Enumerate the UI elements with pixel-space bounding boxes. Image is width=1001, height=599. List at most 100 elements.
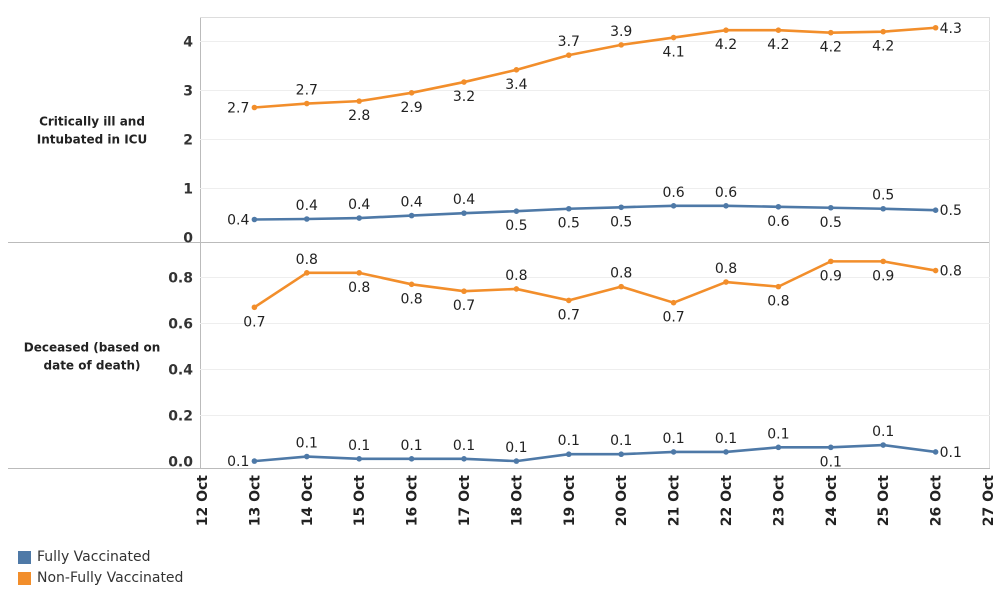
data-label-non-fully-vaccinated: 0.8 xyxy=(715,261,737,277)
data-label-non-fully-vaccinated: 0.8 xyxy=(400,291,422,307)
data-label-fully-vaccinated: 0.1 xyxy=(610,433,632,449)
data-label-fully-vaccinated: 0.5 xyxy=(558,216,580,232)
data-label-fully-vaccinated: 0.5 xyxy=(820,215,842,231)
data-point-fully-vaccinated xyxy=(618,204,624,211)
series-line-fully-vaccinated xyxy=(253,443,937,463)
series-line-non-fully-vaccinated xyxy=(253,260,937,309)
x-tick-label: 22 Oct xyxy=(719,475,735,527)
legend-swatch-fully-vaccinated xyxy=(18,550,31,564)
data-point-fully-vaccinated xyxy=(932,449,939,455)
x-tick-label: 20 Oct xyxy=(614,475,630,527)
data-point-non-fully-vaccinated xyxy=(304,270,310,276)
data-label-fully-vaccinated: 0.1 xyxy=(820,454,842,470)
data-label-fully-vaccinated: 0.5 xyxy=(505,218,527,234)
data-label-non-fully-vaccinated: 0.9 xyxy=(872,268,894,284)
data-label-non-fully-vaccinated: 0.8 xyxy=(296,252,318,268)
data-label-non-fully-vaccinated: 4.2 xyxy=(767,37,789,53)
data-label-fully-vaccinated: 0.1 xyxy=(715,431,737,447)
data-label-non-fully-vaccinated: 4.2 xyxy=(715,37,737,53)
data-label-fully-vaccinated: 0.4 xyxy=(400,195,422,211)
x-tick-label: 15 Oct xyxy=(352,475,368,527)
y-tick-label: 0 xyxy=(183,231,193,247)
data-label-non-fully-vaccinated: 0.9 xyxy=(820,268,842,284)
data-point-fully-vaccinated xyxy=(461,456,467,462)
x-tick-label: 26 Oct xyxy=(929,475,945,527)
data-point-non-fully-vaccinated xyxy=(461,79,467,85)
data-point-non-fully-vaccinated xyxy=(723,27,729,34)
data-point-non-fully-vaccinated xyxy=(356,98,363,104)
data-point-fully-vaccinated xyxy=(251,216,258,223)
data-label-fully-vaccinated: 0.4 xyxy=(296,198,318,214)
x-tick-label: 13 Oct xyxy=(247,475,263,527)
series-line-fully-vaccinated xyxy=(253,204,937,221)
data-label-fully-vaccinated: 0.4 xyxy=(453,192,475,208)
legend-item-non-fully-vaccinated: Non-Fully Vaccinated xyxy=(18,570,183,586)
x-tick-label: 16 Oct xyxy=(405,475,421,527)
data-label-fully-vaccinated: 0.1 xyxy=(558,433,580,449)
data-point-fully-vaccinated xyxy=(408,212,415,219)
x-tick-label: 25 Oct xyxy=(876,475,892,527)
data-point-non-fully-vaccinated xyxy=(513,286,520,292)
panel-2-row-label: date of death) xyxy=(44,359,141,373)
data-label-non-fully-vaccinated: 0.8 xyxy=(940,264,962,280)
data-point-non-fully-vaccinated xyxy=(670,299,677,306)
data-label-fully-vaccinated: 0.6 xyxy=(662,185,684,201)
data-point-non-fully-vaccinated xyxy=(566,52,572,58)
data-point-fully-vaccinated xyxy=(775,203,782,210)
data-label-fully-vaccinated: 0.5 xyxy=(940,203,962,219)
data-point-fully-vaccinated xyxy=(670,449,677,455)
data-point-non-fully-vaccinated xyxy=(828,29,834,36)
data-label-non-fully-vaccinated: 4.1 xyxy=(662,45,684,61)
data-point-fully-vaccinated xyxy=(880,442,886,448)
x-tick-label: 27 Oct xyxy=(981,475,997,527)
data-point-fully-vaccinated xyxy=(723,203,729,209)
data-point-fully-vaccinated xyxy=(618,451,624,458)
x-tick-label: 17 Oct xyxy=(457,475,473,527)
data-point-non-fully-vaccinated xyxy=(356,270,363,276)
data-point-non-fully-vaccinated xyxy=(670,34,677,41)
legend-label-non-fully-vaccinated: Non-Fully Vaccinated xyxy=(37,570,184,586)
data-label-fully-vaccinated: 0.4 xyxy=(227,213,249,229)
data-label-non-fully-vaccinated: 0.8 xyxy=(610,266,632,282)
panel-1-row-label: Intubated in ICU xyxy=(37,133,147,147)
x-tick-label: 12 Oct xyxy=(195,475,211,527)
data-label-non-fully-vaccinated: 3.4 xyxy=(505,77,527,93)
data-label-non-fully-vaccinated: 3.9 xyxy=(610,24,632,40)
data-label-non-fully-vaccinated: 2.7 xyxy=(227,100,249,116)
data-label-fully-vaccinated: 0.1 xyxy=(872,424,894,440)
y-tick-label: 0.4 xyxy=(168,363,193,379)
data-point-non-fully-vaccinated xyxy=(408,281,415,288)
series-line-non-fully-vaccinated xyxy=(253,26,937,109)
data-point-fully-vaccinated xyxy=(356,215,363,221)
data-label-non-fully-vaccinated: 0.7 xyxy=(662,310,684,326)
data-point-non-fully-vaccinated xyxy=(618,42,624,48)
data-point-non-fully-vaccinated xyxy=(566,297,572,304)
data-point-fully-vaccinated xyxy=(828,204,834,211)
data-point-fully-vaccinated xyxy=(932,207,939,214)
data-point-non-fully-vaccinated xyxy=(304,100,310,107)
data-point-fully-vaccinated xyxy=(304,216,310,222)
data-point-non-fully-vaccinated xyxy=(880,258,886,265)
data-label-non-fully-vaccinated: 4.3 xyxy=(940,21,962,37)
y-tick-label: 3 xyxy=(183,84,193,100)
data-label-non-fully-vaccinated: 4.2 xyxy=(820,40,842,56)
data-label-non-fully-vaccinated: 0.8 xyxy=(348,280,370,296)
x-tick-label: 14 Oct xyxy=(300,475,316,527)
y-tick-label: 0.6 xyxy=(168,317,193,333)
y-tick-label: 1 xyxy=(183,182,193,198)
data-label-non-fully-vaccinated: 0.8 xyxy=(767,294,789,310)
y-tick-label: 0.0 xyxy=(168,455,193,471)
data-label-fully-vaccinated: 0.6 xyxy=(715,185,737,201)
data-point-fully-vaccinated xyxy=(513,208,520,214)
data-label-non-fully-vaccinated: 2.7 xyxy=(296,83,318,99)
data-point-fully-vaccinated xyxy=(670,203,677,209)
data-point-fully-vaccinated xyxy=(408,456,415,462)
data-label-non-fully-vaccinated: 0.8 xyxy=(505,268,527,284)
data-point-fully-vaccinated xyxy=(775,444,782,451)
x-tick-label: 24 Oct xyxy=(824,475,840,527)
data-label-non-fully-vaccinated: 4.2 xyxy=(872,39,894,55)
data-label-non-fully-vaccinated: 0.7 xyxy=(558,307,580,323)
data-point-fully-vaccinated xyxy=(356,456,363,462)
data-label-fully-vaccinated: 0.1 xyxy=(505,440,527,456)
legend-swatch-non-fully-vaccinated xyxy=(18,571,31,585)
